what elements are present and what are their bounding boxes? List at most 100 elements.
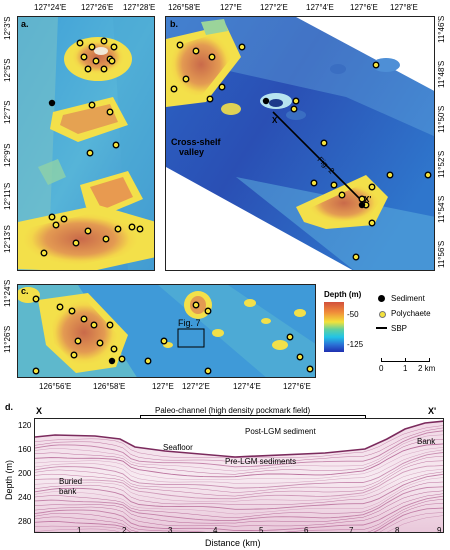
panel-c-lon-tick: 127°4'E bbox=[233, 382, 261, 391]
polychaete-marker bbox=[101, 38, 107, 44]
polychaete-marker bbox=[115, 226, 121, 232]
panel-a-lat-tick: 12°3'S bbox=[3, 17, 12, 40]
panel-b-map: b. Cross-shelf valley Fig. 2 X X' bbox=[165, 16, 435, 271]
depth-min-label: -125 bbox=[347, 340, 363, 349]
polychaete-marker bbox=[307, 366, 313, 372]
bank-label: Bank bbox=[417, 437, 435, 446]
polychaete-marker bbox=[287, 334, 293, 340]
polychaete-marker bbox=[207, 96, 213, 102]
distance-tick: 2 bbox=[122, 526, 126, 535]
polychaete-marker bbox=[81, 316, 87, 322]
depth-tick: 120 bbox=[18, 421, 31, 430]
polychaete-legend-label: Polychaete bbox=[391, 309, 431, 318]
polychaete-marker bbox=[89, 102, 95, 108]
sediment-marker bbox=[109, 358, 115, 364]
panel-b-lon-tick: 127°4'E bbox=[306, 3, 334, 12]
panel-b-samples bbox=[166, 17, 435, 271]
distance-tick: 6 bbox=[304, 526, 308, 535]
polychaete-marker bbox=[291, 106, 297, 112]
polychaete-marker bbox=[33, 368, 39, 374]
panel-c-lon-tick: 127°6'E bbox=[283, 382, 311, 391]
polychaete-marker bbox=[33, 296, 39, 302]
panel-b-lat-tick: 11°48'S bbox=[437, 61, 446, 88]
depth-legend-title: Depth (m) bbox=[324, 290, 361, 299]
polychaete-marker bbox=[107, 322, 113, 328]
polychaete-marker bbox=[293, 98, 299, 104]
panel-b-lat-tick: 11°46'S bbox=[437, 16, 446, 43]
panel-b-lon-tick: 127°2'E bbox=[260, 3, 288, 12]
buried-bank-line-2: bank bbox=[59, 487, 82, 497]
polychaete-marker bbox=[69, 308, 75, 314]
polychaete-marker bbox=[129, 224, 135, 230]
polychaete-marker bbox=[425, 172, 431, 178]
polychaete-marker bbox=[97, 340, 103, 346]
panel-c-samples bbox=[18, 285, 316, 378]
polychaete-marker bbox=[71, 352, 77, 358]
panel-a-map: a. bbox=[17, 16, 155, 271]
panel-b-lat-tick: 11°50'S bbox=[437, 106, 446, 133]
panel-a-lat-tick: 12°13'S bbox=[3, 225, 12, 253]
seafloor-label: Seafloor bbox=[163, 443, 193, 452]
sbp-legend-line bbox=[376, 327, 387, 329]
polychaete-marker bbox=[73, 240, 79, 246]
polychaete-marker bbox=[85, 228, 91, 234]
panel-a-lon-tick: 127°28'E bbox=[123, 3, 155, 12]
panel-b-lon-tick: 127°6'E bbox=[350, 3, 378, 12]
polychaete-marker bbox=[87, 150, 93, 156]
depth-tick: 160 bbox=[18, 445, 31, 454]
depth-tick: 240 bbox=[18, 493, 31, 502]
polychaete-marker bbox=[107, 109, 113, 115]
panel-c-lon-tick: 126°56'E bbox=[39, 382, 71, 391]
polychaete-marker bbox=[91, 322, 97, 328]
polychaete-marker bbox=[103, 236, 109, 242]
panel-a-lat-tick: 12°9'S bbox=[3, 144, 12, 167]
seismic-profile: Seafloor Post-LGM sediment Pre-LGM sedim… bbox=[34, 418, 444, 533]
polychaete-marker bbox=[239, 44, 245, 50]
distance-tick: 1 bbox=[77, 526, 81, 535]
polychaete-marker bbox=[171, 86, 177, 92]
distance-tick: 7 bbox=[349, 526, 353, 535]
sediment-marker bbox=[263, 98, 269, 104]
polychaete-marker bbox=[81, 54, 87, 60]
polychaete-marker bbox=[359, 196, 365, 202]
pre-lgm-label: Pre-LGM sediments bbox=[225, 457, 296, 466]
sediment-marker bbox=[359, 202, 365, 208]
distance-tick: 5 bbox=[259, 526, 263, 535]
polychaete-marker bbox=[49, 214, 55, 220]
panel-a-lat-tick: 12°5'S bbox=[3, 59, 12, 82]
polychaete-marker bbox=[205, 308, 211, 314]
panel-b-lat-tick: 11°52'S bbox=[437, 151, 446, 178]
polychaete-marker bbox=[193, 48, 199, 54]
polychaete-marker bbox=[89, 44, 95, 50]
polychaete-marker bbox=[111, 44, 117, 50]
polychaete-marker bbox=[369, 220, 375, 226]
polychaete-marker bbox=[331, 182, 337, 188]
panel-c-lon-tick: 126°58'E bbox=[93, 382, 125, 391]
scale-tick: 1 bbox=[403, 364, 407, 373]
panel-b-lat-tick: 11°56'S bbox=[437, 241, 446, 268]
panel-d-ylabel: Depth (m) bbox=[4, 460, 14, 500]
depth-max-label: -50 bbox=[347, 310, 359, 319]
polychaete-marker bbox=[219, 84, 225, 90]
polychaete-marker bbox=[297, 354, 303, 360]
polychaete-marker bbox=[183, 76, 189, 82]
distance-tick: 8 bbox=[395, 526, 399, 535]
polychaete-marker bbox=[57, 304, 63, 310]
polychaete-marker bbox=[109, 58, 115, 64]
polychaete-marker bbox=[77, 40, 83, 46]
sediment-legend-marker bbox=[378, 295, 385, 302]
scale-tick: 2 km bbox=[418, 364, 435, 373]
scale-tick: 0 bbox=[379, 364, 383, 373]
distance-tick: 4 bbox=[213, 526, 217, 535]
panel-c-lat-tick: 11°26'S bbox=[3, 326, 12, 353]
depth-colorbar bbox=[324, 302, 344, 352]
panel-b-lon-tick: 126°58'E bbox=[168, 3, 200, 12]
polychaete-marker bbox=[193, 302, 199, 308]
profile-start-marker: X bbox=[36, 406, 42, 416]
panel-b-lon-tick: 127°8'E bbox=[390, 3, 418, 12]
buried-bank-line-1: Buried bbox=[59, 477, 82, 487]
polychaete-marker bbox=[311, 180, 317, 186]
polychaete-marker bbox=[209, 54, 215, 60]
polychaete-marker bbox=[85, 66, 91, 72]
polychaete-marker bbox=[75, 338, 81, 344]
